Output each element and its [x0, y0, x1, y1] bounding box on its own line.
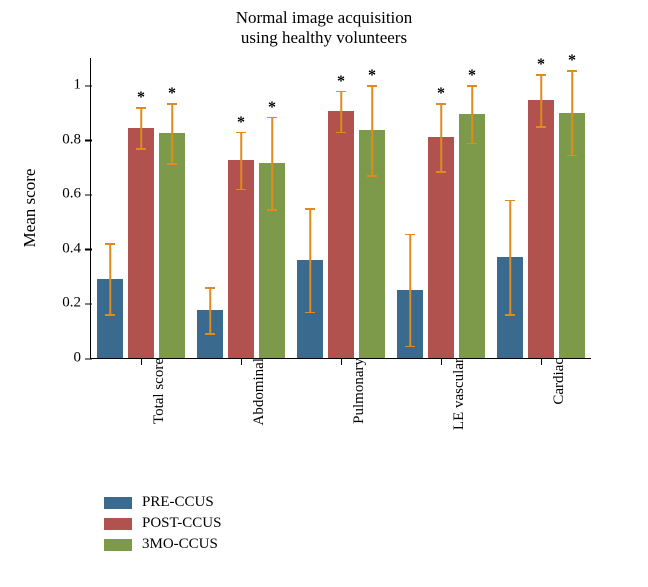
bar: [328, 111, 354, 358]
error-cap: [267, 209, 277, 211]
y-tick-label: 1: [74, 77, 92, 94]
significance-marker: *: [368, 67, 376, 85]
error-cap: [505, 200, 515, 202]
error-cap: [236, 132, 246, 134]
x-category-label: Cardiac: [549, 358, 568, 405]
bar: [159, 133, 185, 358]
error-cap: [436, 171, 446, 173]
error-cap: [305, 208, 315, 210]
legend-swatch: [104, 539, 132, 551]
error-bar: [540, 74, 542, 126]
error-cap: [267, 117, 277, 119]
error-cap: [305, 312, 315, 314]
error-cap: [336, 132, 346, 134]
x-category-label: Abdominal: [249, 358, 268, 426]
significance-marker: *: [337, 73, 345, 91]
title-line-1: Normal image acquisition: [0, 8, 648, 28]
x-tick: [241, 358, 242, 365]
error-cap: [167, 103, 177, 105]
error-bar: [509, 200, 511, 315]
x-tick: [141, 358, 142, 365]
x-category-label: Total score: [149, 358, 168, 424]
legend-item: 3MO-CCUS: [104, 536, 221, 553]
error-cap: [367, 85, 377, 87]
chart-title: Normal image acquisition using healthy v…: [0, 8, 648, 49]
significance-marker: *: [137, 89, 145, 107]
error-cap: [567, 70, 577, 72]
error-bar: [409, 234, 411, 346]
error-bar: [309, 208, 311, 312]
x-tick: [341, 358, 342, 365]
significance-marker: *: [437, 85, 445, 103]
error-cap: [136, 107, 146, 109]
error-bar: [171, 103, 173, 163]
error-bar: [371, 85, 373, 175]
legend-item: PRE-CCUS: [104, 494, 221, 511]
title-line-2: using healthy volunteers: [0, 28, 648, 48]
error-cap: [367, 175, 377, 177]
bar: [128, 128, 154, 358]
error-cap: [536, 126, 546, 128]
error-bar: [440, 103, 442, 171]
bar-group: Abdominal**: [191, 58, 291, 358]
error-cap: [467, 143, 477, 145]
error-bar: [340, 91, 342, 132]
bar-group: Total score**: [91, 58, 191, 358]
error-cap: [567, 155, 577, 157]
x-tick: [441, 358, 442, 365]
plot-area: 00.20.40.60.81Total score**Abdominal**Pu…: [90, 58, 591, 359]
significance-marker: *: [168, 85, 176, 103]
error-bar: [109, 243, 111, 314]
y-tick-label: 0: [74, 350, 92, 367]
error-cap: [505, 314, 515, 316]
y-axis-label: Mean score: [20, 169, 40, 248]
x-tick: [541, 358, 542, 365]
error-cap: [405, 234, 415, 236]
bar-group: Pulmonary**: [291, 58, 391, 358]
error-cap: [236, 189, 246, 191]
error-cap: [405, 346, 415, 348]
error-bar: [471, 85, 473, 142]
y-tick-label: 0.2: [62, 295, 91, 312]
legend-label: 3MO-CCUS: [142, 536, 218, 553]
x-category-label: Pulmonary: [349, 358, 368, 424]
error-cap: [167, 163, 177, 165]
error-cap: [436, 103, 446, 105]
error-cap: [205, 287, 215, 289]
error-bar: [209, 287, 211, 333]
error-bar: [571, 70, 573, 155]
legend-label: PRE-CCUS: [142, 494, 214, 511]
significance-marker: *: [537, 56, 545, 74]
chart-container: Normal image acquisition using healthy v…: [0, 0, 648, 587]
legend-swatch: [104, 518, 132, 530]
error-cap: [336, 91, 346, 93]
bar: [528, 100, 554, 358]
significance-marker: *: [237, 114, 245, 132]
error-bar: [271, 117, 273, 210]
error-cap: [467, 85, 477, 87]
x-category-label: LE vascular: [449, 358, 468, 430]
legend-label: POST-CCUS: [142, 515, 221, 532]
error-cap: [205, 333, 215, 335]
significance-marker: *: [568, 52, 576, 70]
bar-group: Cardiac**: [491, 58, 591, 358]
legend-swatch: [104, 497, 132, 509]
y-tick-label: 0.8: [62, 131, 91, 148]
significance-marker: *: [268, 99, 276, 117]
error-cap: [536, 74, 546, 76]
y-tick-label: 0.6: [62, 186, 91, 203]
legend: PRE-CCUS POST-CCUS 3MO-CCUS: [104, 494, 221, 557]
bar: [459, 114, 485, 358]
error-bar: [140, 107, 142, 148]
bar-group: LE vascular**: [391, 58, 491, 358]
significance-marker: *: [468, 67, 476, 85]
legend-item: POST-CCUS: [104, 515, 221, 532]
error-cap: [105, 243, 115, 245]
error-cap: [136, 148, 146, 150]
error-cap: [105, 314, 115, 316]
y-tick-label: 0.4: [62, 240, 91, 257]
error-bar: [240, 132, 242, 189]
